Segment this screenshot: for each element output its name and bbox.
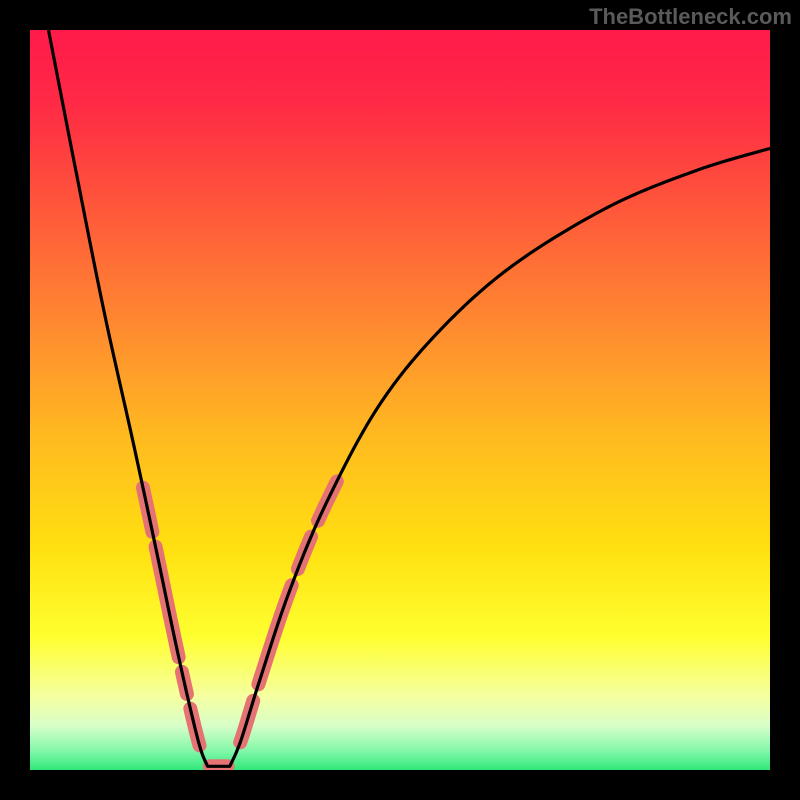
chart-svg [0, 0, 800, 800]
chart-root: TheBottleneck.com [0, 0, 800, 800]
watermark-text: TheBottleneck.com [589, 4, 792, 30]
plot-background [30, 30, 770, 770]
